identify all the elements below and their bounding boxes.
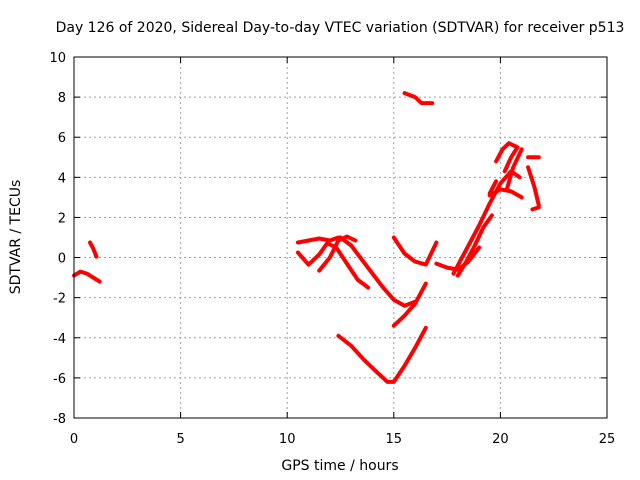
y-tick-label: 8 — [58, 91, 66, 106]
series-layer — [72, 91, 541, 384]
y-axis-label: SDTVAR / TECUs — [8, 180, 24, 295]
y-tick-label: 6 — [58, 131, 66, 146]
sdtvar-trace-5 — [338, 235, 418, 308]
sdtvar-trace-3 — [295, 240, 330, 267]
y-tick-label: 10 — [49, 51, 66, 66]
sdtvar-trace-8 — [391, 281, 428, 328]
y-tick-label: -4 — [53, 332, 66, 347]
y-tick-label: 2 — [58, 211, 66, 226]
sdtvar-trace-0 — [72, 269, 102, 284]
x-tick-label: 15 — [386, 432, 403, 447]
sdtvar-trace-17 — [504, 147, 524, 192]
sdtvar-trace-16 — [494, 141, 520, 174]
x-tick-label: 0 — [70, 432, 78, 447]
sdtvar-trace-1 — [88, 240, 99, 259]
tick-layer: 0 5 10 15 20 25 -8 -6 -4 -2 0 2 4 6 8 10 — [49, 51, 615, 447]
x-axis-label: GPS time / hours — [281, 458, 398, 474]
sdtvar-trace-6 — [325, 241, 371, 290]
y-tick-label: -8 — [53, 412, 66, 427]
sdtvar-trace-4 — [317, 234, 358, 273]
x-tick-label: 5 — [176, 432, 184, 447]
sdtvar-trace-20 — [530, 205, 541, 212]
sdtvar-trace-10 — [402, 91, 435, 106]
sdtvar-trace-9 — [336, 325, 428, 384]
x-tick-label: 10 — [279, 432, 296, 447]
x-tick-label: 20 — [492, 432, 509, 447]
y-tick-label: -2 — [53, 292, 66, 307]
y-tick-label: -6 — [53, 372, 66, 387]
y-tick-label: 0 — [58, 252, 66, 267]
chart-title: Day 126 of 2020, Sidereal Day-to-day VTE… — [56, 20, 625, 36]
sdtvar-trace-2 — [295, 235, 341, 245]
sdtvar-trace-7 — [391, 235, 439, 267]
sdtvar-trace-15 — [487, 179, 499, 196]
x-tick-label: 25 — [599, 432, 616, 447]
y-tick-label: 4 — [58, 171, 66, 186]
sdtvar-trace-13 — [455, 213, 494, 278]
sdtvar-trace-12 — [451, 169, 522, 276]
sdtvar-trace-18 — [526, 165, 541, 208]
plot-frame — [73, 56, 608, 419]
